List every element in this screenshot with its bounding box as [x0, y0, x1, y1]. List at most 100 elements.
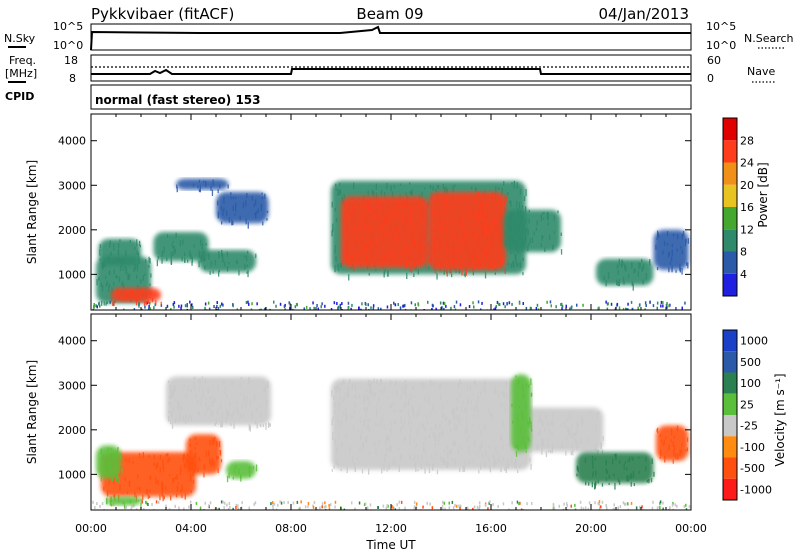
data-mark [551, 443, 554, 450]
data-mark [249, 425, 251, 432]
data-mark [553, 215, 555, 221]
data-mark [476, 198, 478, 202]
data-mark [676, 428, 678, 431]
data-mark [523, 196, 526, 201]
data-mark [334, 247, 336, 254]
nsearch-label: N.Search [744, 32, 794, 45]
data-mark [373, 440, 376, 446]
data-mark [418, 247, 420, 251]
date-title: 04/Jan/2013 [599, 5, 690, 23]
data-mark [647, 478, 649, 482]
data-mark [353, 410, 356, 414]
data-mark [646, 480, 648, 483]
speckle-mark [396, 503, 398, 507]
data-mark [672, 459, 674, 464]
data-mark [488, 457, 490, 463]
data-mark [480, 463, 482, 470]
data-mark [631, 456, 633, 460]
speckle-mark [313, 306, 315, 310]
data-mark [356, 457, 359, 460]
speckle-mark [622, 501, 625, 505]
data-mark [193, 244, 195, 248]
speckle-mark [443, 501, 446, 505]
data-mark [224, 386, 227, 390]
data-mark [205, 180, 207, 187]
data-mark [252, 466, 255, 469]
data-mark [630, 481, 632, 487]
data-mark [248, 377, 250, 385]
speckle-mark [241, 501, 243, 505]
speckle-mark [668, 304, 670, 308]
speckle-mark [563, 502, 565, 506]
data-mark [462, 401, 464, 404]
speckle-mark [131, 505, 133, 509]
data-mark [442, 430, 444, 436]
data-mark [162, 487, 164, 491]
data-mark [203, 180, 205, 183]
speckle-mark [209, 501, 212, 505]
data-mark [231, 413, 233, 418]
data-mark [528, 384, 530, 388]
speckle-mark [489, 500, 491, 504]
speckle-mark [218, 507, 220, 510]
data-mark [605, 468, 607, 474]
speckle-mark [666, 302, 668, 306]
data-mark [411, 219, 413, 222]
speckle-mark [360, 308, 362, 310]
data-mark [481, 441, 483, 449]
data-mark [411, 266, 413, 273]
data-mark [391, 191, 394, 198]
data-mark [381, 466, 383, 474]
data-mark [136, 239, 138, 247]
data-mark [406, 272, 408, 280]
data-mark [341, 442, 343, 447]
data-mark [494, 387, 496, 394]
data-mark [485, 450, 487, 457]
data-mark [671, 244, 673, 248]
data-mark [651, 458, 653, 464]
data-mark [189, 443, 191, 448]
data-mark [172, 390, 174, 397]
speckle-mark [199, 506, 202, 510]
data-mark [422, 198, 424, 203]
data-mark [340, 265, 343, 268]
velocity-y-axis-label: Slant Range [km] [25, 360, 39, 464]
data-mark [510, 223, 512, 230]
data-mark [204, 265, 206, 270]
data-mark [613, 473, 615, 477]
data-mark [632, 471, 635, 478]
data-mark [226, 251, 228, 257]
data-mark [393, 419, 396, 425]
data-mark [210, 460, 212, 467]
data-mark [149, 291, 152, 296]
data-mark [349, 211, 352, 216]
speckle-mark [525, 306, 528, 310]
data-mark [251, 195, 253, 201]
data-mark [108, 455, 110, 463]
data-mark [517, 469, 519, 474]
data-mark [670, 439, 672, 443]
data-mark [580, 437, 582, 444]
data-mark [511, 403, 513, 407]
data-mark [386, 447, 388, 451]
data-mark [642, 279, 644, 285]
colorbar-swatch [723, 140, 737, 163]
colorbar-tick-label: 25 [740, 398, 754, 411]
data-mark [502, 420, 504, 424]
data-mark [515, 259, 517, 264]
data-mark [463, 465, 466, 472]
data-mark [370, 245, 372, 252]
data-mark [544, 428, 546, 432]
data-mark [460, 446, 462, 450]
speckle-mark [289, 302, 291, 306]
speckle-mark [652, 500, 654, 504]
data-mark [180, 465, 182, 472]
data-mark [400, 418, 402, 424]
data-mark [402, 203, 404, 208]
speckle-mark [334, 500, 337, 504]
speckle-mark [472, 301, 474, 305]
data-mark [100, 448, 102, 455]
data-mark [381, 417, 383, 422]
data-mark [459, 414, 461, 418]
data-mark [432, 464, 434, 471]
